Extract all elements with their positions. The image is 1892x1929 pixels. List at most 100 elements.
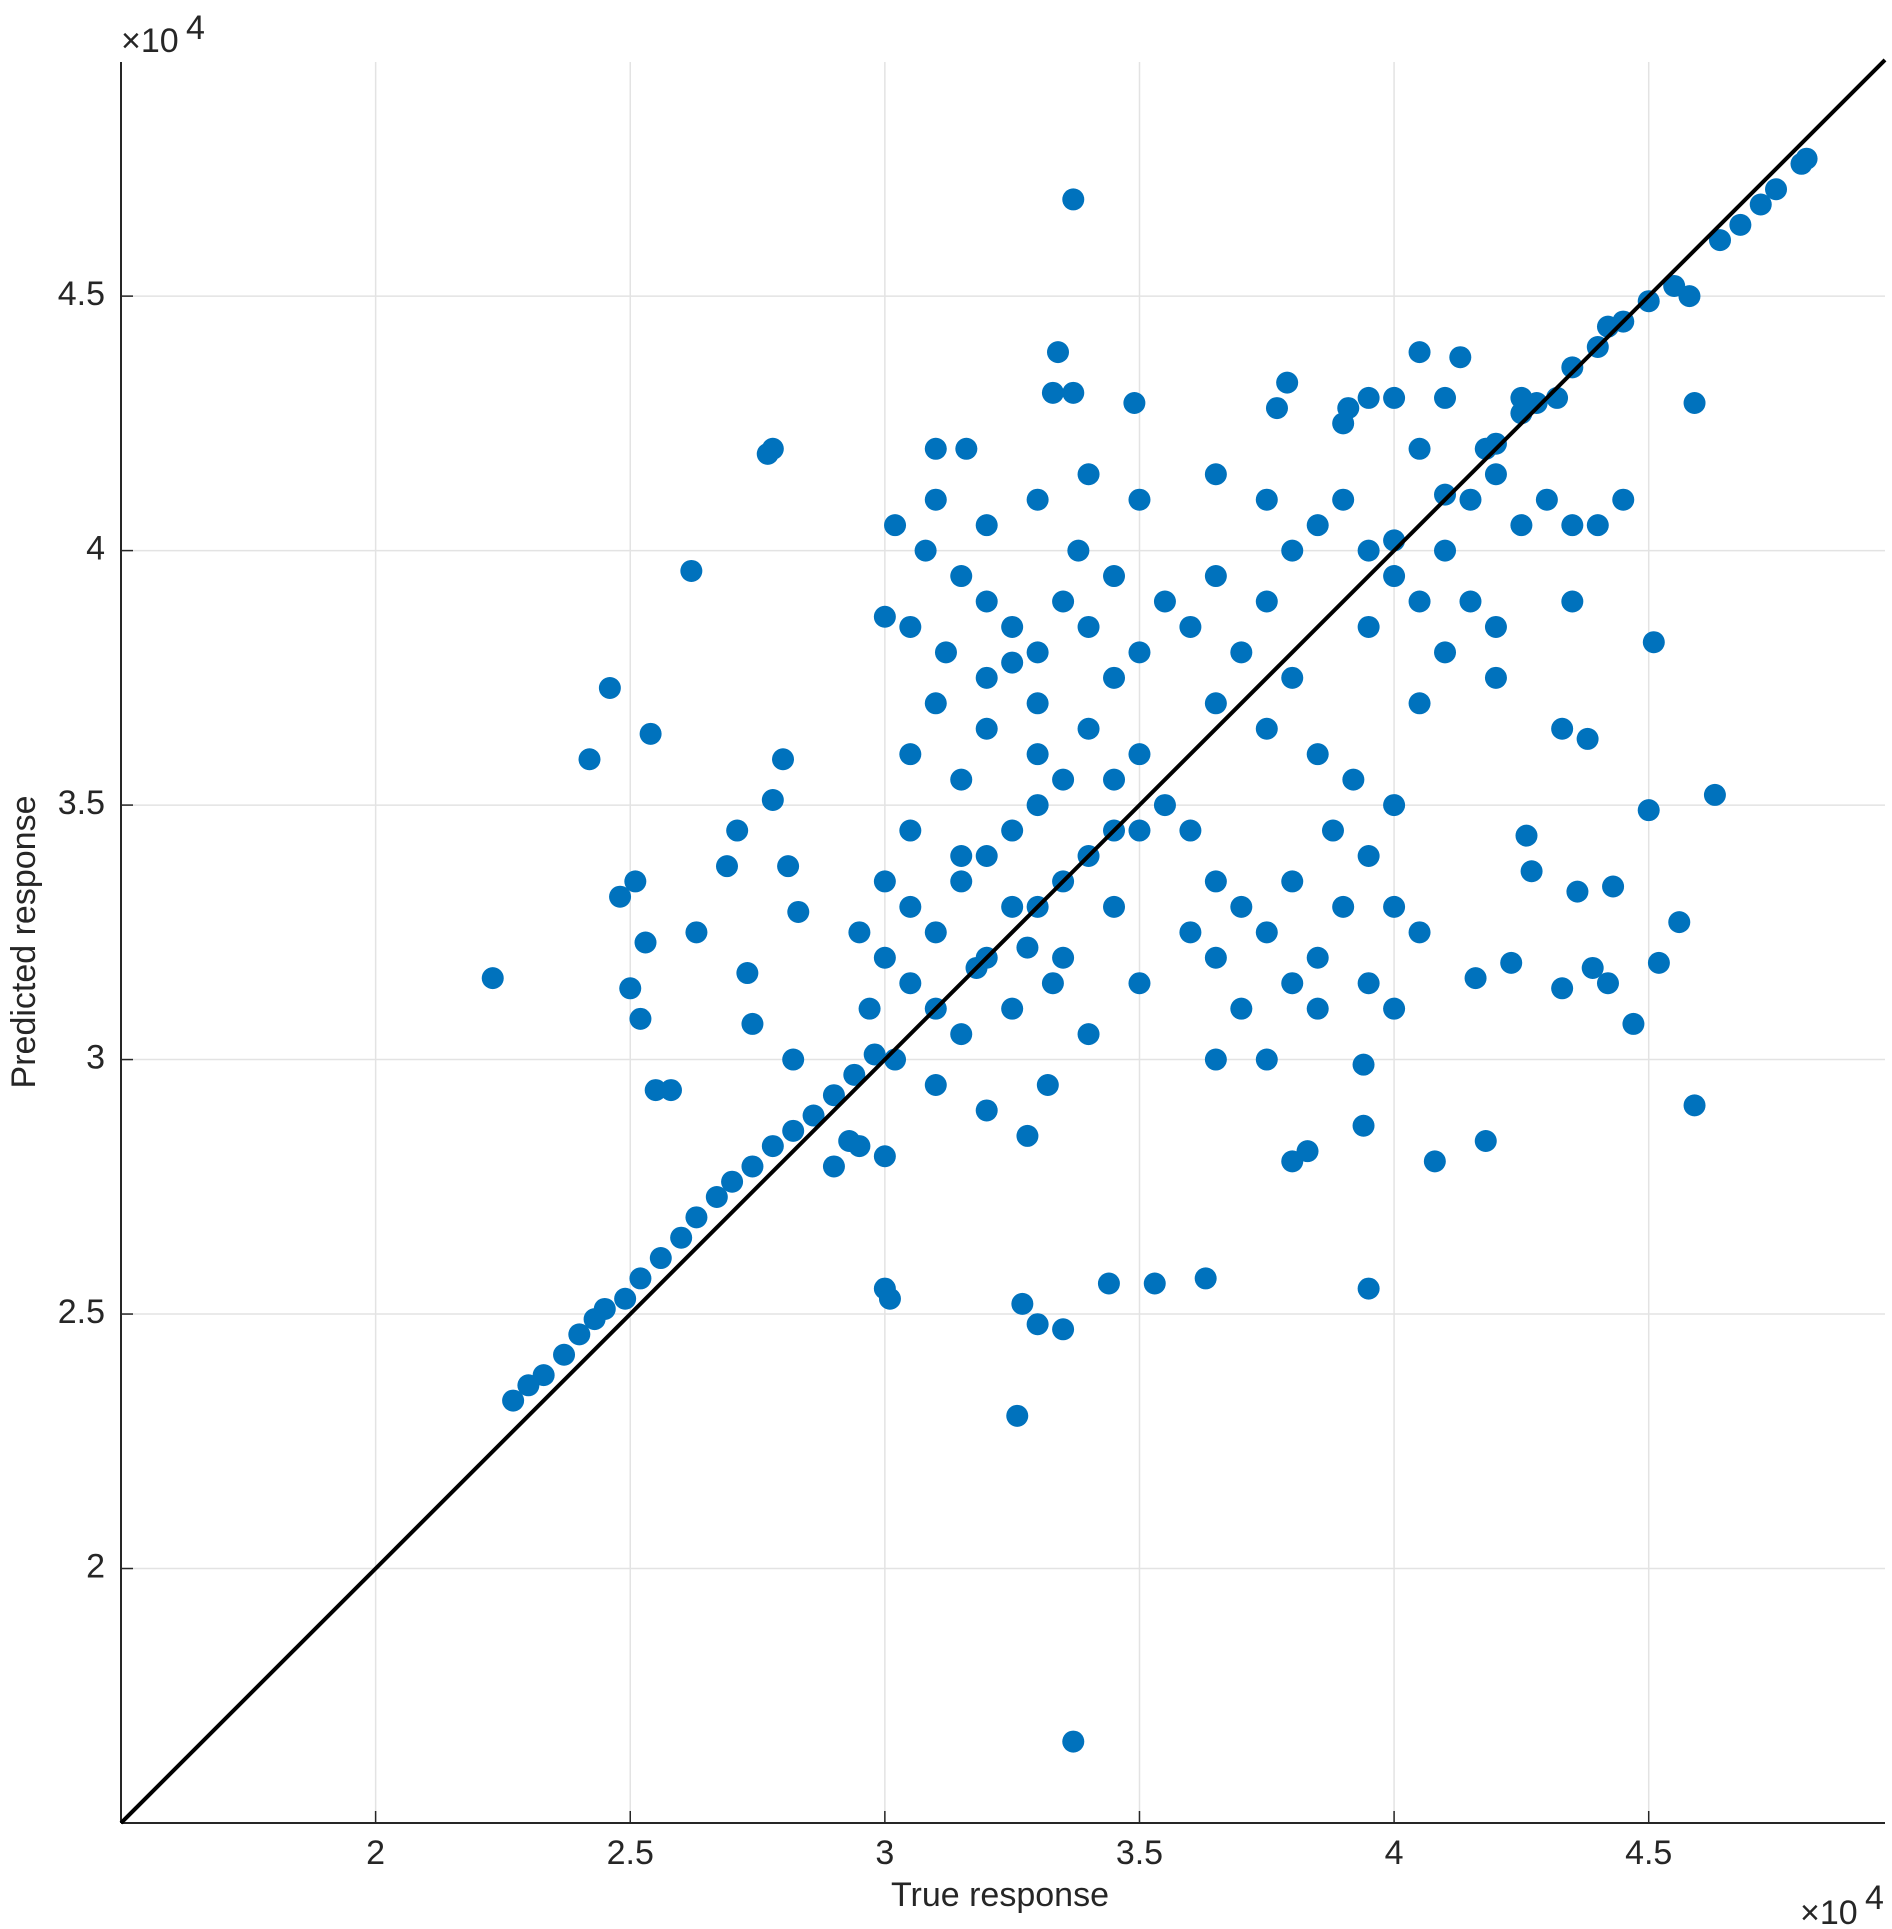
point — [593, 1297, 616, 1320]
point — [598, 677, 621, 700]
point — [1255, 590, 1278, 613]
point — [1612, 488, 1635, 511]
point — [1408, 341, 1431, 364]
x-exponent: 4 — [1865, 1879, 1884, 1917]
point — [1041, 972, 1064, 995]
point — [772, 748, 795, 771]
point — [1515, 824, 1538, 847]
point — [1046, 341, 1069, 364]
point — [924, 488, 947, 511]
point — [1332, 412, 1355, 435]
point — [1464, 967, 1487, 990]
point — [1123, 392, 1146, 415]
point — [736, 962, 759, 985]
point — [1103, 768, 1126, 791]
point — [1383, 895, 1406, 918]
point — [1434, 483, 1457, 506]
point — [715, 855, 738, 878]
point — [1255, 717, 1278, 740]
point — [1357, 972, 1380, 995]
point — [858, 997, 881, 1020]
point — [1067, 539, 1090, 562]
point — [1281, 666, 1304, 689]
y-tick-label: 2 — [86, 1548, 105, 1586]
point — [659, 1079, 682, 1102]
point — [685, 1206, 708, 1229]
point — [614, 1287, 637, 1310]
point — [649, 1247, 672, 1270]
point — [1581, 956, 1604, 979]
point — [1647, 951, 1670, 974]
point — [1194, 1267, 1217, 1290]
point — [1510, 386, 1533, 409]
point — [1204, 692, 1227, 715]
point — [1001, 651, 1024, 674]
point — [705, 1185, 728, 1208]
point — [975, 514, 998, 537]
point — [1026, 1313, 1049, 1336]
point — [1332, 895, 1355, 918]
point — [1352, 1114, 1375, 1137]
point — [1765, 178, 1788, 201]
point — [1230, 641, 1253, 664]
point — [1026, 488, 1049, 511]
point — [1103, 565, 1126, 588]
point — [1484, 463, 1507, 486]
point — [1204, 565, 1227, 588]
point — [1551, 717, 1574, 740]
point — [1306, 743, 1329, 766]
point — [680, 559, 703, 582]
point — [721, 1170, 744, 1193]
point — [822, 1084, 845, 1107]
point — [863, 1043, 886, 1066]
point — [578, 748, 601, 771]
point — [1703, 783, 1726, 806]
point — [1484, 615, 1507, 638]
point — [950, 870, 973, 893]
point — [924, 692, 947, 715]
point — [873, 870, 896, 893]
point — [644, 1079, 667, 1102]
point — [802, 1104, 825, 1127]
point — [1678, 285, 1701, 308]
point — [1230, 895, 1253, 918]
point — [685, 921, 708, 944]
point — [838, 1129, 861, 1152]
x-tick-label: 2.5 — [607, 1834, 654, 1872]
point — [950, 768, 973, 791]
point — [1179, 819, 1202, 842]
point — [1383, 386, 1406, 409]
point — [899, 615, 922, 638]
point — [1128, 972, 1151, 995]
point — [822, 1155, 845, 1178]
x-tick-label: 4 — [1385, 1834, 1404, 1872]
point — [1143, 1272, 1166, 1295]
point — [975, 1099, 998, 1122]
point — [1576, 727, 1599, 750]
point — [726, 819, 749, 842]
point — [1306, 514, 1329, 537]
point — [1128, 488, 1151, 511]
point — [1357, 615, 1380, 638]
point — [1561, 590, 1584, 613]
point — [670, 1226, 693, 1249]
point — [1026, 743, 1049, 766]
point — [787, 900, 810, 923]
point — [629, 1267, 652, 1290]
point — [1062, 1730, 1085, 1753]
point — [1052, 946, 1075, 969]
point — [1434, 641, 1457, 664]
point — [1036, 1074, 1059, 1097]
point — [975, 717, 998, 740]
point — [1306, 946, 1329, 969]
point — [1179, 921, 1202, 944]
point — [1296, 1140, 1319, 1163]
point — [1602, 875, 1625, 898]
x-tick-label: 4.5 — [1625, 1834, 1672, 1872]
point — [1026, 641, 1049, 664]
point — [1357, 539, 1380, 562]
x-tick-label: 3 — [875, 1834, 894, 1872]
point — [1510, 514, 1533, 537]
point — [1011, 1292, 1034, 1315]
